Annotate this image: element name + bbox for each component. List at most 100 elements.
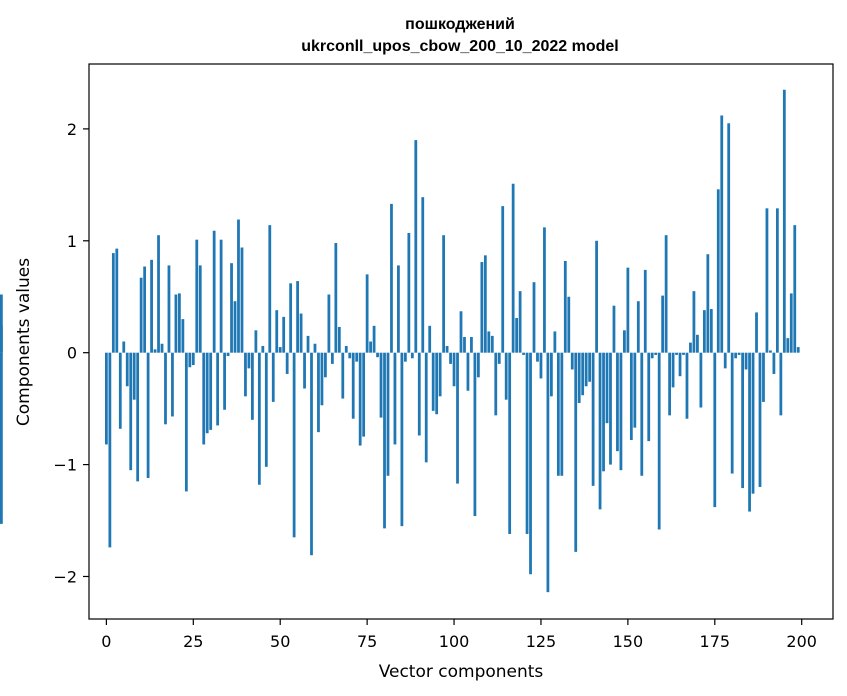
bar-181 (734, 352, 738, 359)
bar-42 (251, 352, 254, 420)
bar-174 (709, 309, 713, 353)
bar-178 (723, 352, 727, 369)
bar-185 (748, 352, 751, 512)
x-tick-label: 200 (786, 632, 817, 651)
bar-180 (730, 352, 734, 474)
bar-158 (654, 352, 658, 355)
bar-27 (198, 265, 202, 353)
bar-54 (292, 352, 296, 538)
bar-68 (341, 352, 345, 399)
bar-151 (629, 352, 633, 440)
bar-120 (522, 352, 525, 355)
bar-21 (178, 293, 181, 353)
bar-47 (268, 225, 272, 353)
bar-100 (452, 352, 456, 387)
bar-88 (410, 352, 414, 359)
bar-189 (762, 352, 765, 402)
bar-175 (713, 352, 717, 508)
bar-184 (744, 352, 748, 370)
bar-117 (511, 183, 515, 353)
bar-6 (125, 352, 129, 387)
bar-40 (244, 352, 247, 397)
bar-164 (675, 352, 678, 355)
y-tick-label: 2 (67, 120, 77, 139)
bar-122 (529, 352, 532, 575)
bar-undefined (0, 294, 3, 353)
bar-90 (417, 352, 421, 436)
bar-63 (324, 352, 327, 378)
bar-105 (470, 337, 473, 353)
bar-73 (358, 352, 362, 446)
bar-186 (751, 352, 755, 494)
bar-45 (261, 345, 265, 353)
bar-65 (330, 352, 334, 364)
bar-35 (226, 352, 230, 357)
bar-121 (525, 352, 529, 534)
bar-139 (588, 352, 592, 382)
bar-111 (490, 335, 494, 353)
bar-124 (536, 352, 539, 362)
bar-24 (188, 352, 192, 368)
bar-109 (483, 255, 487, 353)
bar-13 (150, 259, 153, 353)
bar-138 (584, 352, 588, 387)
bar-144 (605, 352, 609, 424)
chart-subtitle: ukrconll_upos_cbow_200_10_2022 model (301, 38, 618, 55)
y-axis-label: Components values (14, 258, 34, 426)
bar-75 (365, 274, 369, 353)
bar-26 (195, 239, 199, 353)
bar-85 (400, 352, 404, 527)
bar-17 (164, 352, 167, 425)
bar-145 (609, 352, 612, 465)
bar-168 (689, 342, 692, 353)
bar-140 (591, 352, 595, 486)
bar-51 (282, 316, 286, 353)
bar-50 (278, 347, 282, 353)
bar-1 (108, 352, 112, 548)
bar-113 (497, 352, 501, 364)
bar-22 (181, 319, 185, 353)
bar-30 (209, 352, 213, 430)
bar-81 (386, 352, 390, 476)
bar-132 (563, 260, 567, 353)
x-tick-label: 175 (700, 632, 731, 651)
bar-74 (362, 352, 366, 437)
y-tick-label: −1 (53, 456, 77, 475)
y-axis: −2 −1 0 1 2 (53, 120, 89, 586)
bar-157 (650, 352, 654, 359)
bar-173 (706, 254, 710, 353)
bar-187 (755, 312, 758, 353)
bar-25 (191, 352, 195, 365)
bar-53 (289, 283, 293, 353)
bar-183 (741, 352, 744, 489)
bar-10 (139, 277, 143, 353)
bar-37 (233, 301, 237, 353)
y-tick-label: 1 (67, 232, 77, 251)
bar-8 (132, 352, 136, 400)
bar-16 (160, 343, 164, 353)
bar-104 (466, 352, 470, 391)
bar-undefined (0, 325, 3, 353)
bar-125 (539, 352, 543, 379)
bar-9 (136, 352, 140, 482)
bar-60 (313, 343, 317, 353)
x-tick-label: 125 (526, 632, 557, 651)
bar-192 (772, 352, 776, 374)
bar-196 (786, 338, 790, 353)
bar-193 (775, 208, 779, 353)
bar-2 (111, 253, 115, 353)
bar-44 (257, 352, 261, 485)
bar-160 (661, 295, 665, 353)
bar-14 (153, 349, 157, 353)
bar-98 (445, 345, 449, 353)
bar-80 (383, 352, 386, 529)
x-tick-label: 0 (101, 632, 111, 651)
bar-76 (369, 341, 372, 353)
bar-156 (647, 352, 651, 442)
bar-96 (438, 352, 442, 397)
bar-79 (379, 352, 383, 418)
bar-116 (508, 352, 512, 534)
bar-130 (556, 352, 560, 476)
bar-62 (320, 352, 324, 406)
